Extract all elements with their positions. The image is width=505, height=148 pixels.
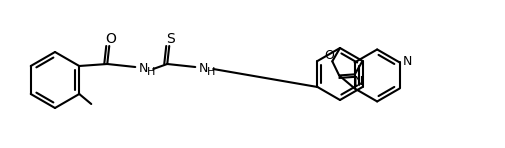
Text: N: N xyxy=(354,75,363,88)
Text: N: N xyxy=(198,62,208,75)
Text: O: O xyxy=(324,49,334,62)
Text: H: H xyxy=(207,67,215,77)
Text: O: O xyxy=(105,32,116,46)
Text: N: N xyxy=(138,62,147,75)
Text: H: H xyxy=(147,67,155,77)
Text: N: N xyxy=(402,55,412,68)
Text: S: S xyxy=(166,32,174,46)
